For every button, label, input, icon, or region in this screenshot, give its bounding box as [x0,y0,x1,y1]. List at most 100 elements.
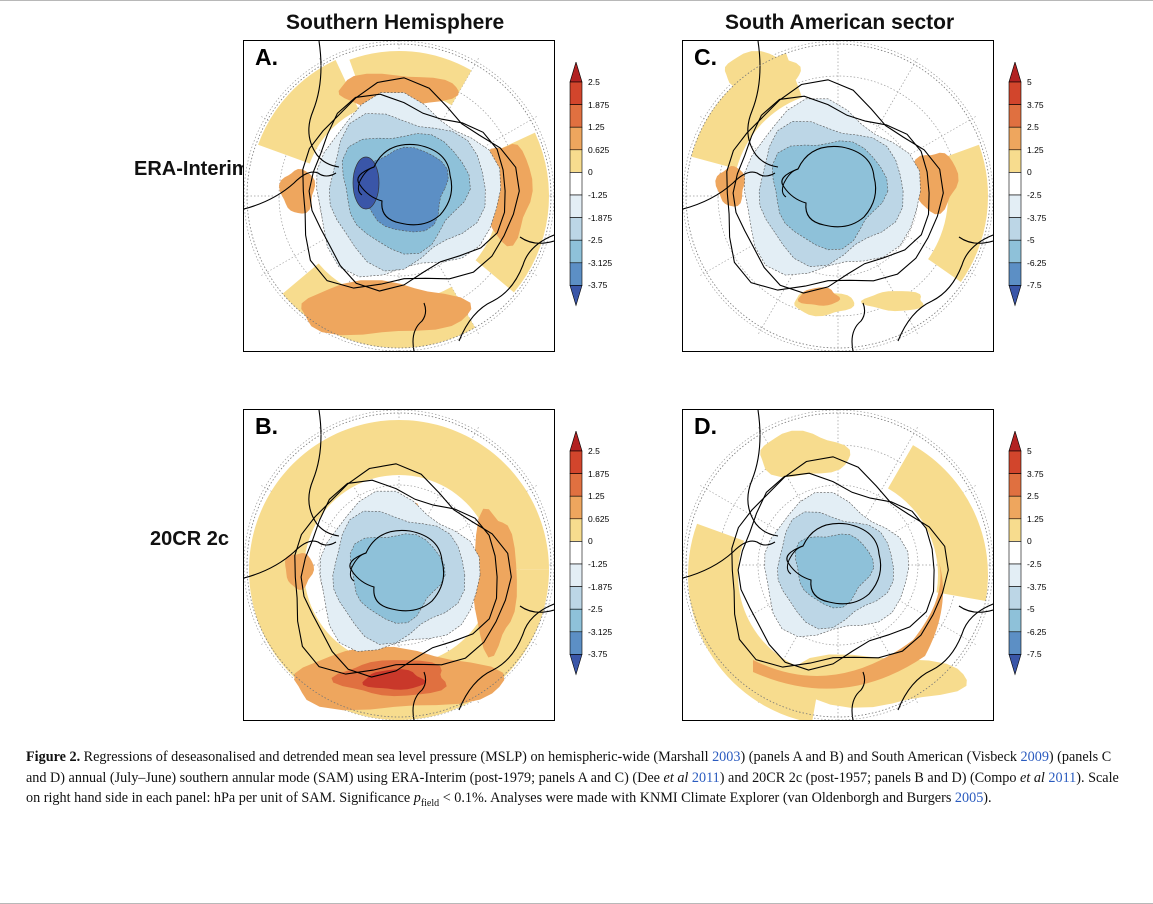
positive-anomaly-area [913,152,959,215]
colorbar-tick-label: -2.5 [1027,190,1042,200]
colorbar-swatch [1008,495,1022,520]
panel-letter: D. [691,413,720,440]
panel-letter: C. [691,44,720,71]
colorbar-tick-label: -3.75 [1027,581,1047,592]
colorbar-tick-label: -6.25 [1027,626,1047,637]
colorbar-swatch [1008,262,1022,286]
row-label-20cr-2c: 20CR 2c [150,528,229,550]
continent-coastline [412,671,427,720]
colorbar-swatch [1008,194,1022,218]
pressure-contour [726,79,944,291]
colorbar-lower-arrow [569,654,583,676]
colorbar-upper-arrow [569,431,583,452]
colorbar-tick-label: -2.5 [588,604,603,615]
colorbar-tick-label: -6.25 [1027,257,1047,268]
citation-link[interactable]: 2005 [954,790,984,807]
continent-coastline [851,671,866,720]
colorbar-tick-label: 3.75 [1027,99,1044,110]
colorbar-tick-label: 0 [1027,167,1032,178]
colorbar-tick-label: 1.25 [588,122,605,133]
colorbar-tick-label: -3.125 [588,626,613,637]
continent-coastline [458,603,554,711]
caption-text: ) (panels C and D) annual (July–June) so… [26,749,1112,786]
caption-text: ). [983,790,992,807]
pressure-contour [294,463,512,675]
colorbar-swatch [1008,473,1022,497]
colorbar-swatch [569,239,583,264]
continent-coastline [412,302,427,351]
antarctica-coastline [786,522,882,605]
colorbar-swatch [569,194,583,218]
colorbar-tick-label: 0 [1027,536,1032,547]
colorbar-lower-arrow [569,285,583,307]
positive-anomaly-area [724,51,801,90]
caption-text: ) and 20CR 2c (post-1957; panels B and D… [719,769,1021,786]
negative-anomaly-contour [349,533,446,624]
continent-coastline [519,605,554,613]
negative-anomaly-contour [794,533,875,609]
map-boundary [246,43,552,349]
positive-anomaly-area [797,287,841,306]
colorbar-upper-arrow [569,62,583,83]
continent-coastline [244,171,337,210]
colorbar-swatch [1008,81,1022,105]
caption-text: ). Scale on right hand side in each pane… [26,769,1119,807]
colorbar-tick-label: 1.25 [588,491,605,502]
positive-anomaly-area [249,419,550,720]
positive-anomaly-area [472,508,517,658]
colorbar-tick-label: 0 [588,536,593,547]
colorbar-tick-label: -1.875 [588,581,613,592]
colorbar-lower-arrow [1008,285,1022,307]
colorbar-swatches [569,62,583,307]
continent-coastline [851,302,866,351]
positive-anomaly-area [860,291,924,312]
colorbar-swatch [1008,104,1022,128]
positive-anomaly-area [362,669,426,690]
continent-coastline [244,540,337,579]
colorbar-swatch [1008,541,1022,565]
colorbar-tick-label: 5 [1027,77,1032,87]
colorbar-swatch [1008,631,1022,655]
caption-text: ) (panels A and B) and South American (V… [740,749,1021,765]
positive-anomaly-area [786,654,967,708]
colorbar-tick-label: -3.75 [1027,212,1047,223]
panel-c-map: C. [682,40,994,352]
colorbar-tick-label: 1.875 [588,468,610,479]
continent-coastline [747,41,779,168]
pressure-contour [732,95,930,294]
citation-link[interactable]: 2011 [691,769,720,786]
citation-link[interactable]: 2011 [1048,769,1077,786]
column-title-south-american-sector: South American sector [725,11,955,34]
colorbar-swatch [569,631,583,655]
colorbar-lower-arrow [1008,654,1022,676]
colorbar-swatch [569,81,583,105]
citation-link[interactable]: 2009 [1020,749,1049,765]
panel-d-map: D. [682,409,994,721]
colorbar-upper-arrow [1008,431,1022,452]
polar-map-c [683,41,993,351]
colorbar-swatch [569,518,583,542]
pressure-contour [737,472,935,671]
panel-a-map: A. [243,40,555,352]
peninsula-coastline [349,552,367,582]
colorbar-swatch [1008,586,1022,610]
colorbar-tick-label: 2.5 [588,77,600,87]
colorbar-tick-label: -5 [1027,235,1035,246]
continent-coastline [958,605,993,613]
map-boundary [685,43,991,349]
colorbar-swatches [1008,62,1022,307]
colorbar-swatch [1008,563,1022,587]
continent-coastline [683,171,776,210]
colorbar-tick-label: -1.25 [588,559,608,569]
colorbar-swatch [569,262,583,286]
colorbar-a: 2.5 1.875 1.25 0.625 0 -1.25 -1.875 -2.5 -3.125 -… [567,62,637,330]
colorbar-swatch [569,149,583,173]
row-label-era-interim: ERA-Interim [134,158,250,180]
continent-coastline [958,236,993,244]
colorbar-b: 2.5 1.875 1.25 0.625 0 -1.25 -1.875 -2.5 -3.125 -… [567,431,637,699]
citation-link[interactable]: 2003 [712,749,741,765]
colorbar-c: 5 3.75 2.5 1.25 0 -2.5 -3.75 -5 -6.25 -7.5 [1006,62,1076,330]
polar-map-b [244,410,554,720]
caption-italic: et al [663,769,689,786]
colorbar-swatch [569,126,583,151]
